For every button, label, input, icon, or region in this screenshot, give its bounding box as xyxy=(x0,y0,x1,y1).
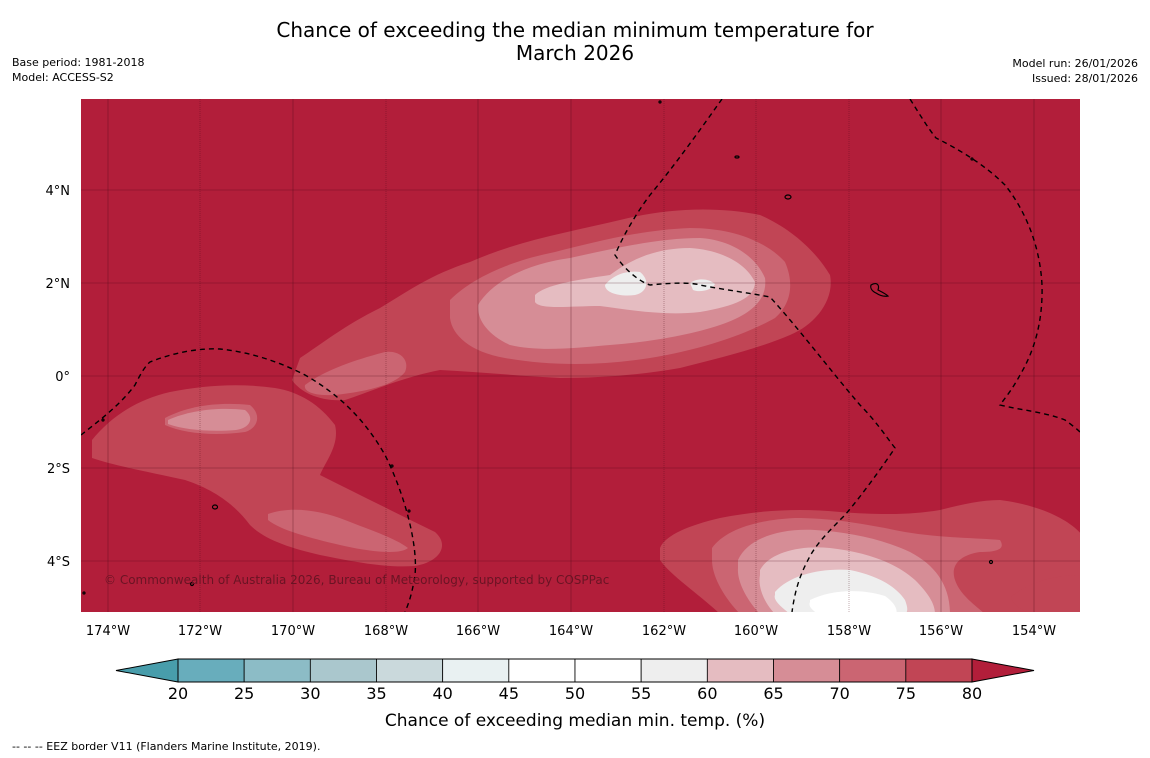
colorbar-over-arrow xyxy=(971,658,1035,683)
latitude-label: 4°S xyxy=(47,555,70,570)
island-6 xyxy=(211,504,219,510)
colorbar-cell xyxy=(376,658,444,683)
island-8 xyxy=(988,559,994,565)
base-period: Base period: 1981-2018 xyxy=(12,56,145,69)
chart-title: Chance of exceeding the median minimum t… xyxy=(0,19,1150,65)
contour-75-west xyxy=(92,385,443,567)
colorbar-tick-label: 50 xyxy=(565,684,585,703)
eez-legend-footnote: -- -- -- EEZ border V11 (Flanders Marine… xyxy=(12,740,321,753)
colorbar-cell xyxy=(177,658,245,683)
colorbar-cell xyxy=(706,658,774,683)
colorbar-tick-label: 30 xyxy=(300,684,320,703)
island-1 xyxy=(784,194,792,200)
colorbar-tick-label: 80 xyxy=(962,684,982,703)
longitude-label: 172°W xyxy=(178,624,222,639)
colorbar-cell xyxy=(905,658,973,683)
contour-75-southeast-edge xyxy=(1011,575,1080,612)
eez-border-east xyxy=(909,99,1080,433)
longitude-label: 156°W xyxy=(919,624,963,639)
latitude-labels: 4°N 2°N 0° 2°S 4°S xyxy=(46,184,71,570)
longitude-label: 162°W xyxy=(642,624,686,639)
colorbar-tick-label: 75 xyxy=(896,684,916,703)
island-4 xyxy=(658,100,662,104)
colorbar-tick-label: 70 xyxy=(829,684,849,703)
latitude-label: 4°N xyxy=(46,184,71,199)
longitude-label: 158°W xyxy=(827,624,871,639)
colorbar-tick-label: 25 xyxy=(234,684,254,703)
eez-border-central xyxy=(614,99,896,612)
colorbar-cell xyxy=(839,658,907,683)
longitude-label: 174°W xyxy=(86,624,130,639)
colorbar-cell xyxy=(508,658,576,683)
island-3 xyxy=(734,155,740,159)
colorbar-tick-label: 65 xyxy=(763,684,783,703)
longitude-label: 164°W xyxy=(549,624,593,639)
colorbar-frame xyxy=(177,658,973,683)
longitude-label: 170°W xyxy=(271,624,315,639)
island-11 xyxy=(101,418,105,422)
colorbar-cell xyxy=(309,658,377,683)
longitude-label: 168°W xyxy=(364,624,408,639)
colorbar-cell xyxy=(640,658,708,683)
colorbar-cell xyxy=(574,658,642,683)
base-period-info: Base period: 1981-2018 Model: ACCESS-S2 xyxy=(12,55,144,85)
island-10 xyxy=(407,509,411,513)
colorbar-tick-labels: 20 25 30 35 40 45 50 55 60 65 70 75 80 xyxy=(168,684,982,703)
contour-65-west xyxy=(168,408,251,431)
colorbar-title: Chance of exceeding median min. temp. (%… xyxy=(385,711,765,731)
island-7 xyxy=(189,581,195,587)
map-gridlines xyxy=(81,99,1080,612)
longitude-label: 160°W xyxy=(734,624,778,639)
colorbar-under-arrow xyxy=(115,658,179,683)
colorbar-tick-label: 45 xyxy=(499,684,519,703)
contour-70-southwest xyxy=(268,509,408,552)
colorbar-cell xyxy=(243,658,311,683)
model-name: Model: ACCESS-S2 xyxy=(12,71,114,84)
contour-50-southeast xyxy=(809,591,897,612)
island-12 xyxy=(82,591,86,595)
title-line-2: March 2026 xyxy=(515,41,635,65)
contour-70-west-band xyxy=(304,351,407,396)
latitude-label: 0° xyxy=(55,370,70,385)
colorbar-cells xyxy=(177,658,973,683)
eez-borders xyxy=(81,99,1080,612)
title-line-1: Chance of exceeding the median minimum t… xyxy=(276,18,874,42)
colorbar-tick-label: 55 xyxy=(631,684,651,703)
eez-border-west xyxy=(81,348,417,612)
issued-date: Issued: 28/01/2026 xyxy=(1031,72,1138,85)
longitude-label: 166°W xyxy=(456,624,500,639)
map-area: © Commonwealth of Australia 2026, Bureau… xyxy=(81,99,1080,612)
colorbar-tick-label: 60 xyxy=(697,684,717,703)
colorbar-cell xyxy=(773,658,841,683)
island-2 xyxy=(870,283,890,297)
longitude-label: 154°W xyxy=(1012,624,1056,639)
colorbar: 20 25 30 35 40 45 50 55 60 65 70 75 80 Chance of exc… xyxy=(115,658,1035,731)
longitude-labels: 174°W 172°W 170°W 168°W 166°W 164°W 162°W 160°W… xyxy=(86,624,1056,639)
colorbar-tick-label: 20 xyxy=(168,684,188,703)
colorbar-tick-label: 35 xyxy=(366,684,386,703)
model-run-info: Model run: 26/01/2026 Issued: 28/01/2026 xyxy=(1012,56,1138,86)
island-5 xyxy=(970,157,974,161)
island-9 xyxy=(390,464,394,468)
colorbar-tick-label: 40 xyxy=(432,684,452,703)
latitude-label: 2°S xyxy=(47,462,70,477)
copyright-credit: © Commonwealth of Australia 2026, Bureau… xyxy=(104,573,609,587)
colorbar-cell xyxy=(442,658,510,683)
islands xyxy=(82,100,994,595)
latitude-label: 2°N xyxy=(46,277,71,292)
model-run: Model run: 26/01/2026 xyxy=(1012,57,1138,70)
